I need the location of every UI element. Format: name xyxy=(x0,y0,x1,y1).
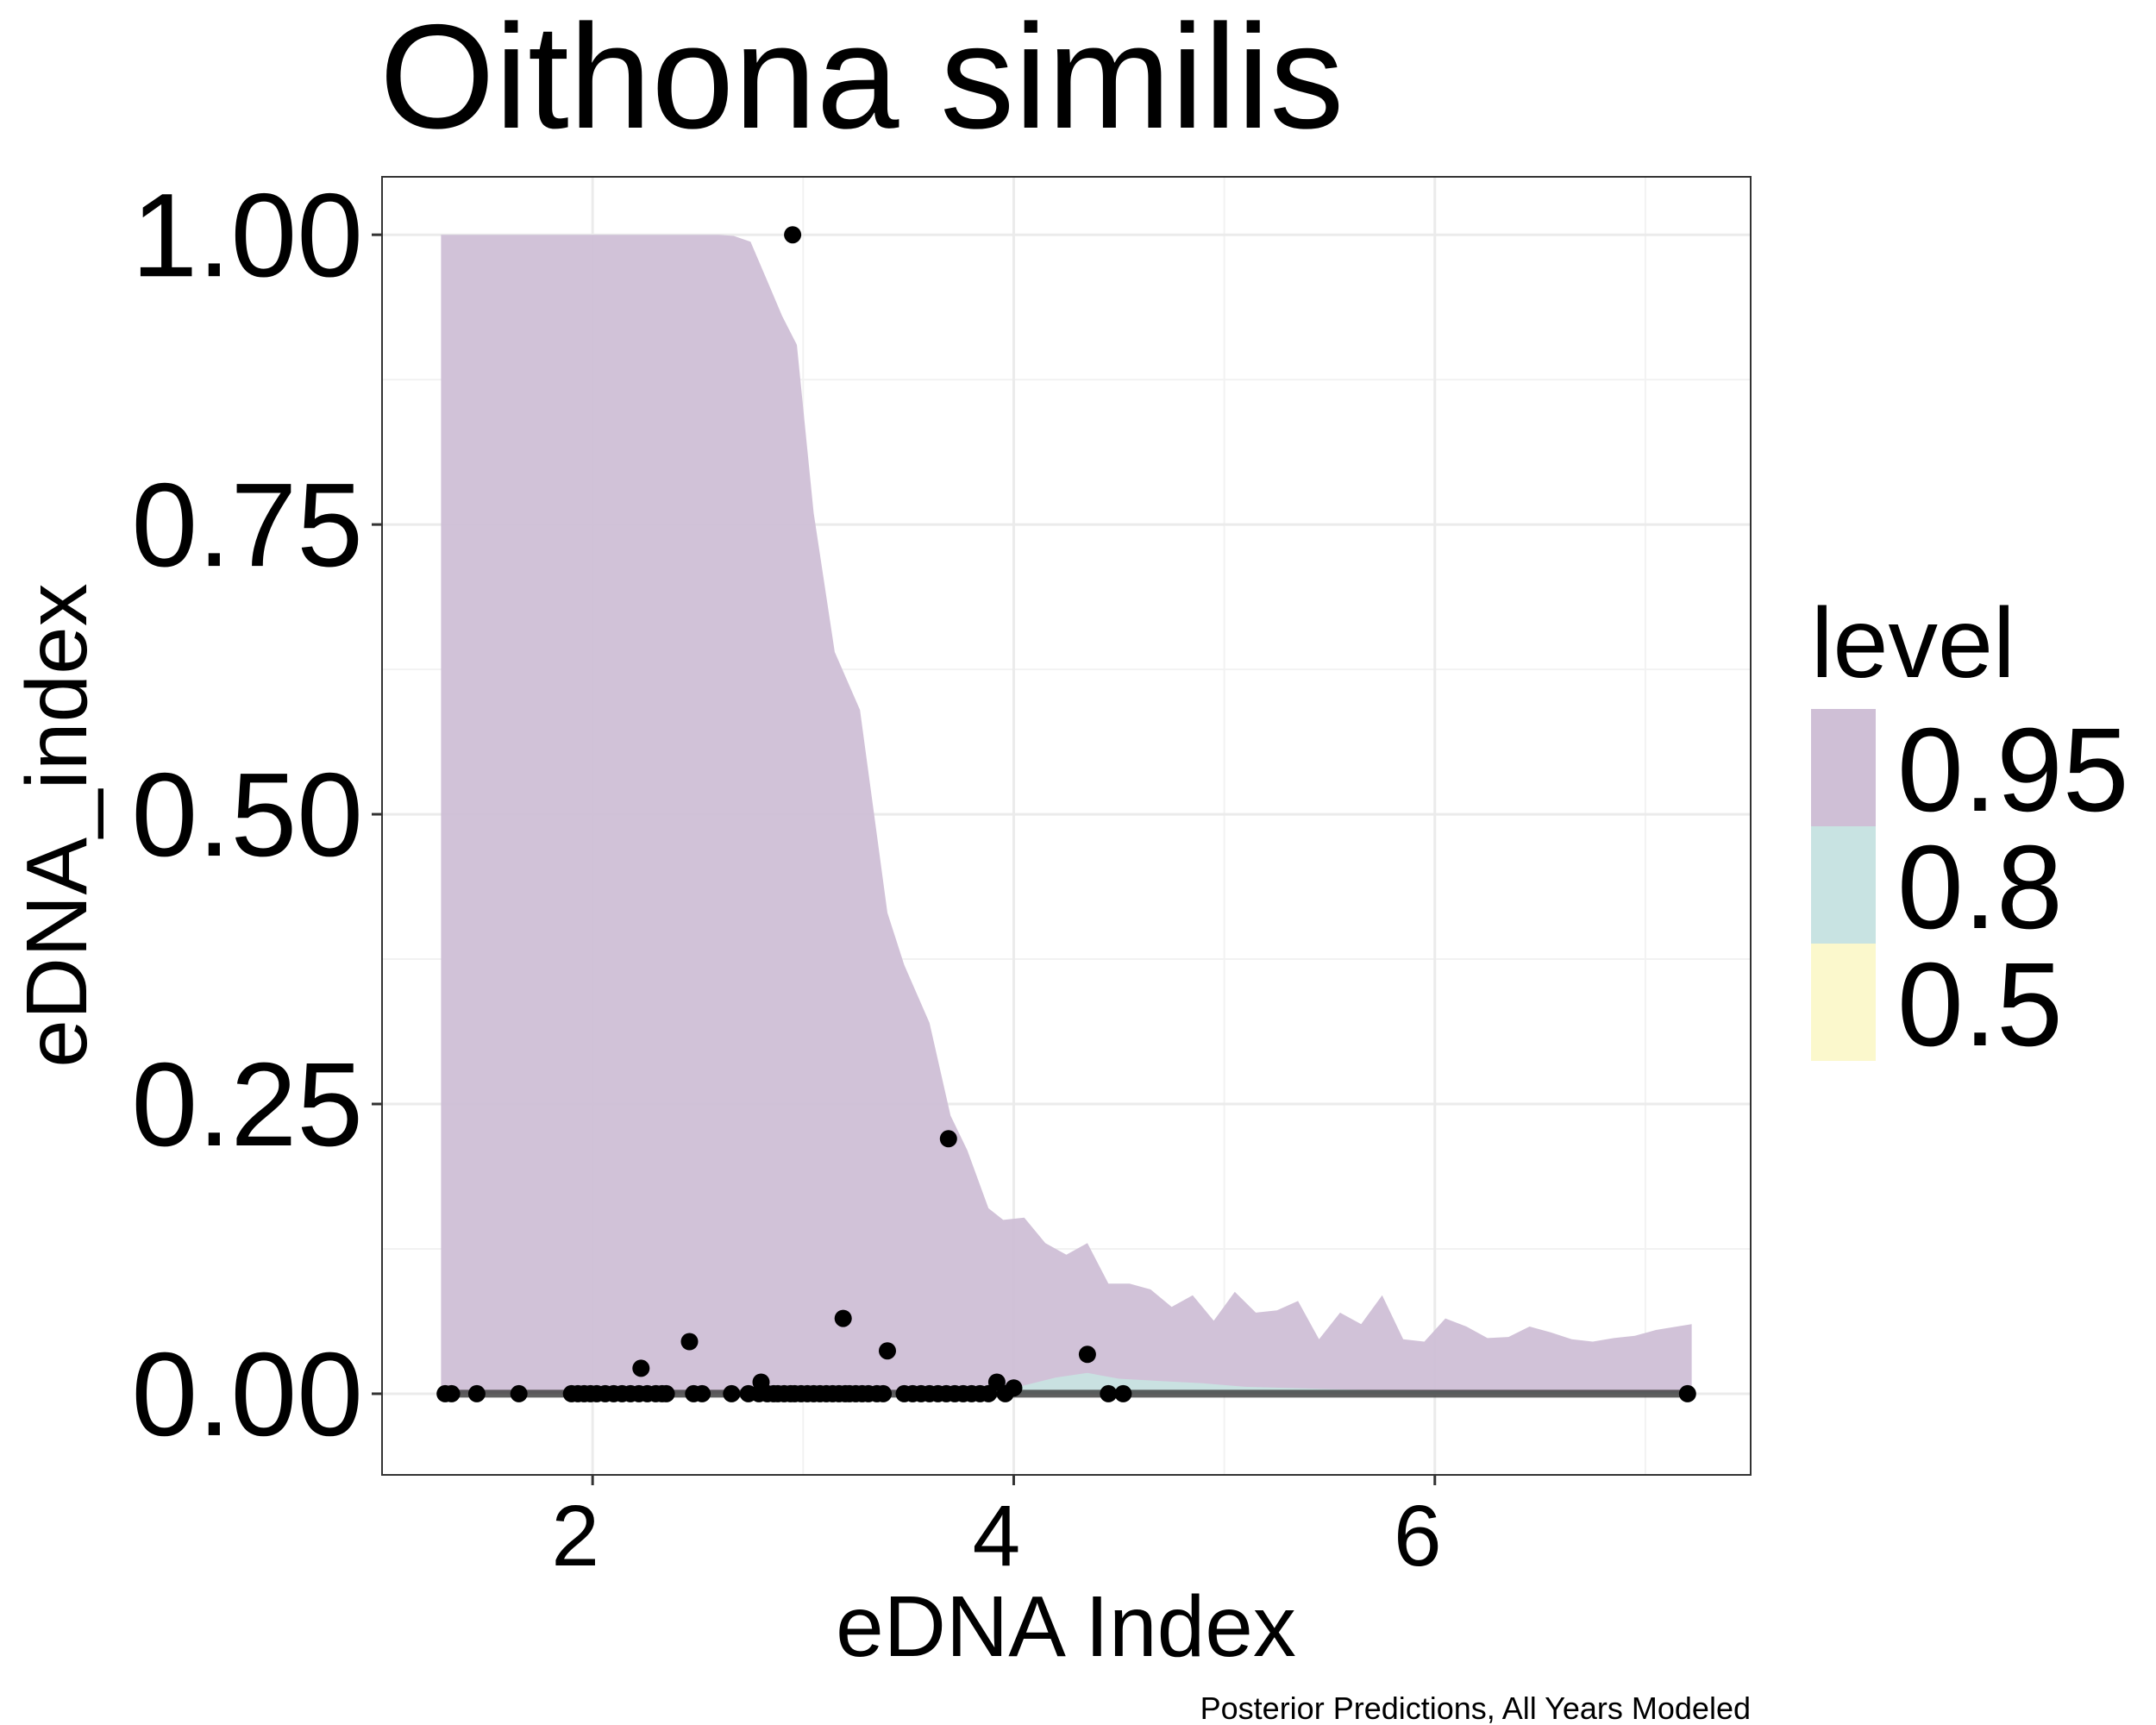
x-tick-label: 6 xyxy=(1394,1488,1442,1584)
ribbon-0-8 xyxy=(887,1372,1692,1394)
y-tick-label: 0.50 xyxy=(131,749,363,881)
data-point xyxy=(879,1342,896,1360)
data-point xyxy=(467,1384,486,1402)
data-point xyxy=(837,1384,855,1402)
legend-title: level xyxy=(1811,588,2015,699)
y-tick-label: 0.75 xyxy=(131,459,363,592)
observation-points xyxy=(436,226,1696,1402)
legend-label: 0.8 xyxy=(1897,821,2063,954)
data-point xyxy=(693,1384,711,1402)
plot-panel xyxy=(381,176,1752,1476)
data-point xyxy=(1100,1384,1118,1402)
data-point xyxy=(442,1384,461,1402)
legend-key-0-5 xyxy=(1811,944,1876,1061)
plot-caption: Posterior Predictions, All Years Modeled xyxy=(1200,1690,1751,1725)
data-point xyxy=(834,1309,852,1327)
ribbons xyxy=(441,235,1692,1394)
data-point xyxy=(939,1130,957,1148)
data-point xyxy=(874,1384,893,1402)
data-point xyxy=(680,1333,699,1351)
y-tick-label: 0.00 xyxy=(131,1328,363,1461)
data-point xyxy=(1114,1384,1132,1402)
data-point xyxy=(510,1384,528,1402)
legend-key-0-8 xyxy=(1811,826,1876,944)
legend: level 0.950.80.5 xyxy=(1811,588,2129,1071)
data-point xyxy=(784,226,802,244)
data-point xyxy=(1078,1346,1096,1364)
data-point xyxy=(1678,1384,1696,1402)
chart-title: Oithona similis xyxy=(379,0,1344,160)
y-tick-label: 0.25 xyxy=(131,1038,363,1171)
x-tick-label: 2 xyxy=(551,1488,599,1584)
y-axis-title: eDNA_index xyxy=(9,583,105,1067)
data-point xyxy=(632,1359,650,1377)
x-axis-title: eDNA Index xyxy=(836,1578,1296,1675)
ribbon-0-95 xyxy=(441,235,1692,1394)
x-axis-ticks: 2 4 6 xyxy=(551,1475,1442,1584)
legend-label: 0.95 xyxy=(1897,704,2129,837)
y-axis-ticks: 0.00 0.25 0.50 0.75 1.00 xyxy=(131,169,382,1461)
data-point xyxy=(657,1384,675,1402)
data-point xyxy=(1005,1379,1023,1397)
data-point xyxy=(723,1384,741,1402)
legend-key-0-95 xyxy=(1811,709,1876,826)
legend-label: 0.5 xyxy=(1897,938,2063,1071)
y-tick-label: 1.00 xyxy=(131,169,363,302)
x-tick-label: 4 xyxy=(973,1488,1021,1584)
